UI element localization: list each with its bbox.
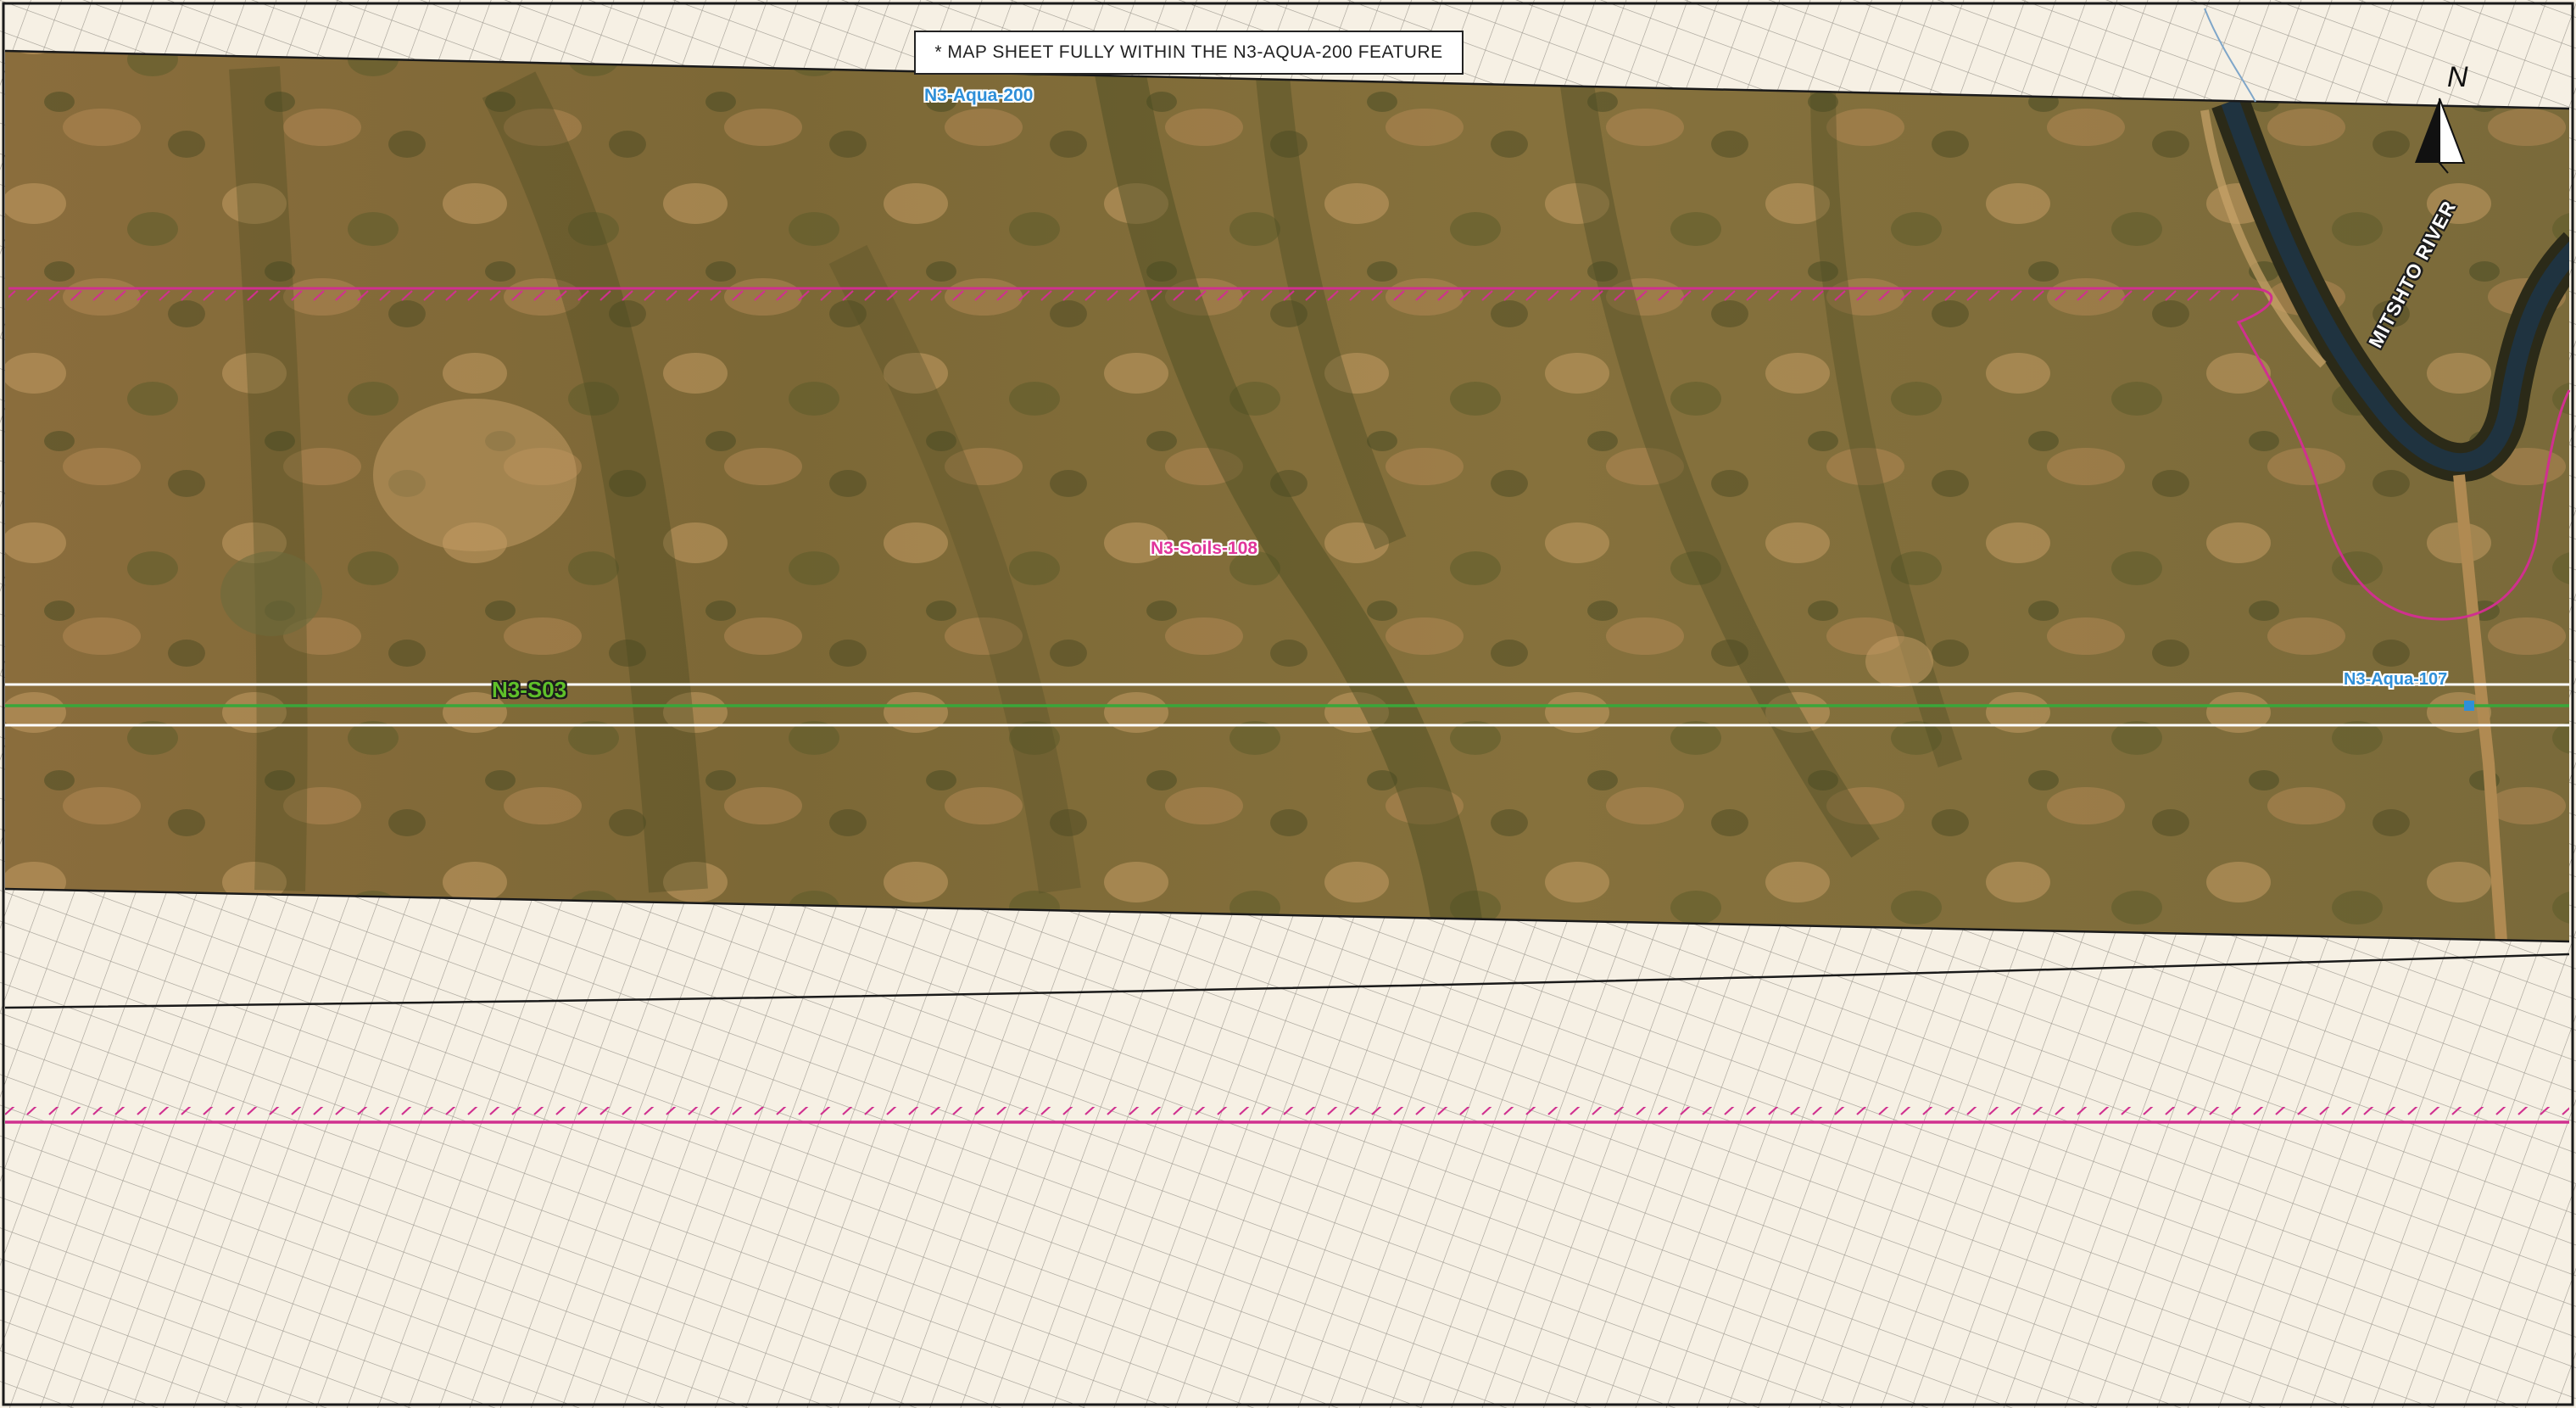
- lower-boundary-line: [4, 953, 2570, 1009]
- soils-boundary-lower[interactable]: [5, 1107, 2569, 1124]
- north-arrow-icon: [2415, 98, 2466, 174]
- aqua-107-crossing-marker[interactable]: [2464, 701, 2474, 711]
- grid-diagonal-line: [2204, 8, 2256, 103]
- label-n3-aqua-107[interactable]: N3-Aqua-107: [2344, 670, 2448, 689]
- label-n3-s03[interactable]: N3-S03: [492, 677, 567, 702]
- imagery-bottom-edge: [4, 887, 2570, 943]
- label-n3-aqua-200[interactable]: N3-Aqua-200: [924, 86, 1034, 105]
- imagery-top-edge: [4, 49, 2570, 110]
- soils-boundary-upper[interactable]: [8, 287, 2571, 621]
- label-n3-soils-108[interactable]: N3-Soils-108: [1151, 539, 1258, 558]
- map-note-text: * MAP SHEET FULLY WITHIN THE N3-AQUA-200…: [934, 42, 1443, 62]
- north-label: N: [2447, 61, 2468, 93]
- map-note-box: * MAP SHEET FULLY WITHIN THE N3-AQUA-200…: [914, 31, 1464, 75]
- aerial-imagery: [5, 51, 2569, 941]
